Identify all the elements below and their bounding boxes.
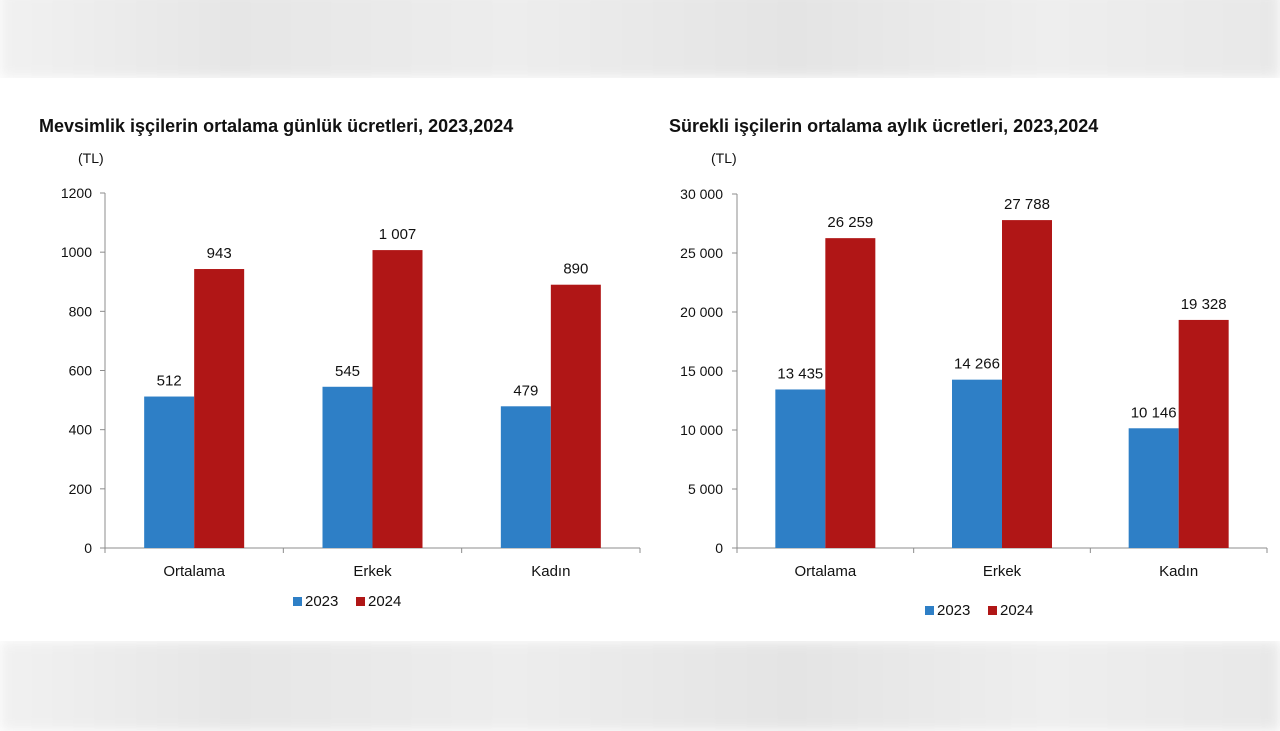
bar-2023-kadın [500, 406, 551, 548]
chart-panel-monthly-wages: Sürekli işçilerin ortalama aylık ücretle… [655, 78, 1280, 641]
data-label: 1 007 [379, 226, 417, 243]
legend-swatch-2023 [293, 597, 302, 606]
data-label: 19 328 [1181, 296, 1227, 313]
bar-2023-kadın [1128, 428, 1179, 548]
y-tick-label: 800 [69, 303, 93, 319]
x-category-label: Erkek [983, 563, 1022, 580]
monthly-wages-bar-chart: (TL) 0 5 000 10 000 15 000 20 000 25 000 30 000… [680, 150, 1268, 619]
legend-label: 2024 [368, 593, 401, 610]
unit-label: (TL) [78, 150, 104, 166]
y-tick-label: 20 000 [680, 304, 723, 320]
chart-title: Mevsimlik işçilerin ortalama günlük ücre… [39, 116, 514, 136]
x-category-label: Kadın [1159, 563, 1198, 580]
y-tick-label: 1000 [61, 244, 92, 260]
bar-2024-ortalama [194, 269, 245, 548]
bar-2024-kadın [550, 284, 601, 548]
y-tick-label: 25 000 [680, 245, 723, 261]
data-label: 27 788 [1004, 196, 1050, 213]
y-tick-label: 30 000 [680, 186, 723, 202]
data-label: 545 [335, 363, 360, 380]
blurred-background-bottom [0, 641, 1280, 731]
bar-2023-erkek [952, 379, 1002, 548]
data-label: 14 266 [954, 356, 1000, 373]
bar-2023-ortalama [775, 389, 826, 548]
x-category-label: Ortalama [794, 563, 856, 580]
unit-label: (TL) [711, 150, 737, 166]
data-label: 479 [513, 382, 538, 399]
blurred-background-top [0, 0, 1280, 78]
y-tick-label: 1200 [61, 185, 92, 201]
y-tick-label: 200 [69, 481, 93, 497]
y-tick-label: 5 000 [688, 481, 723, 497]
y-tick-label: 600 [69, 363, 93, 379]
data-label: 10 146 [1131, 404, 1177, 421]
legend-label: 2023 [937, 602, 970, 619]
legend-label: 2024 [1000, 602, 1033, 619]
legend-swatch-2024 [988, 606, 997, 615]
data-label: 26 259 [827, 214, 873, 231]
legend-swatch-2024 [356, 597, 365, 606]
bar-2024-kadın [1178, 319, 1229, 548]
y-tick-label: 400 [69, 422, 93, 438]
bar-2023-ortalama [144, 396, 195, 548]
bar-2023-erkek [322, 386, 373, 548]
legend-swatch-2023 [925, 606, 934, 615]
y-tick-label: 15 000 [680, 363, 723, 379]
bar-2024-erkek [372, 250, 423, 549]
y-tick-label: 0 [715, 540, 723, 556]
charts-card: Mevsimlik işçilerin ortalama günlük ücre… [0, 78, 1280, 641]
y-tick-label: 10 000 [680, 422, 723, 438]
chart-title: Sürekli işçilerin ortalama aylık ücretle… [669, 116, 1099, 136]
chart-panel-daily-wages: Mevsimlik işçilerin ortalama günlük ücre… [0, 78, 655, 641]
data-label: 890 [563, 261, 588, 278]
x-category-label: Kadın [531, 563, 570, 580]
bar-2024-ortalama [825, 238, 876, 548]
data-label: 13 435 [777, 365, 823, 382]
daily-wages-bar-chart: (TL) 0 200 400 600 800 1000 1200 Ortalama 512 943 E… [61, 150, 641, 610]
data-label: 512 [157, 373, 182, 390]
x-category-label: Erkek [353, 563, 392, 580]
legend-label: 2023 [305, 593, 338, 610]
data-label: 943 [207, 245, 232, 262]
x-category-label: Ortalama [163, 563, 225, 580]
bar-2024-erkek [1002, 220, 1052, 548]
y-tick-label: 0 [84, 540, 92, 556]
